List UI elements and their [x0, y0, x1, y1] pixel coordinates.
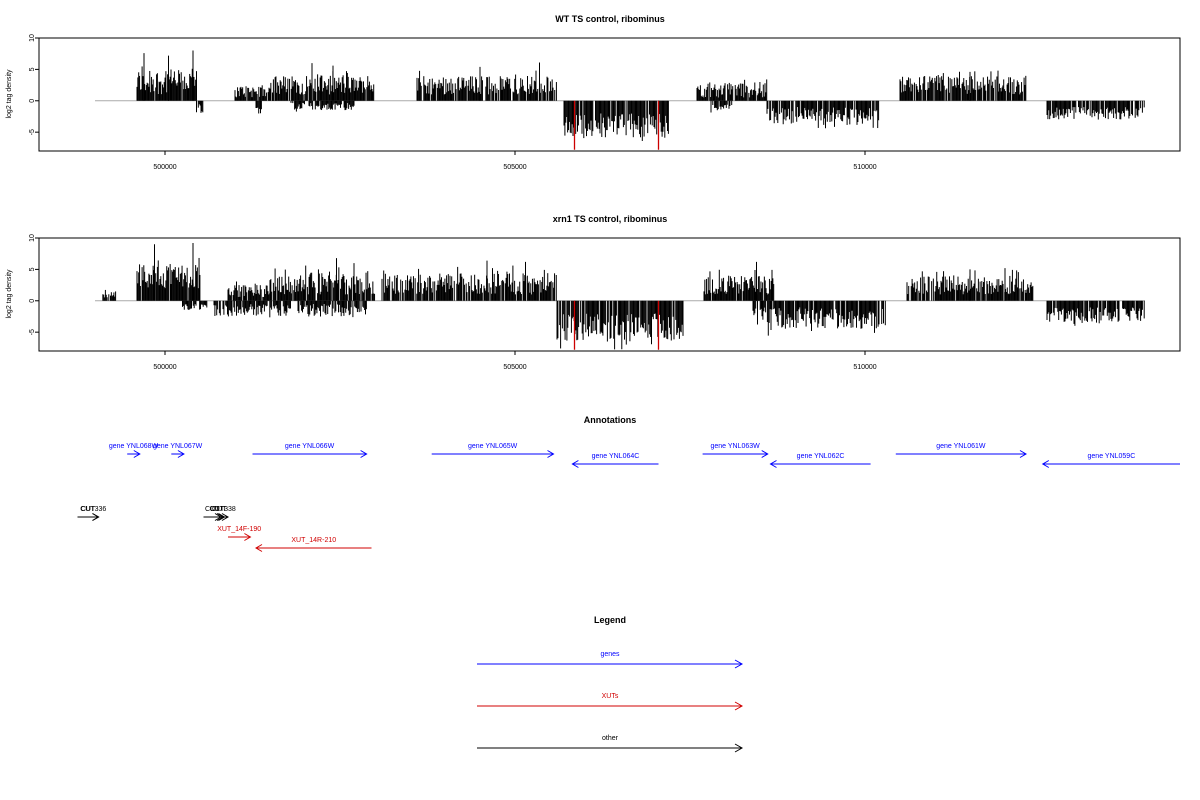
annotation-feature: CUT336	[80, 506, 106, 521]
feature-arrow-head	[177, 450, 185, 458]
coverage-bars-wt	[136, 50, 1145, 150]
annotation-feature: XUT_14R-210	[255, 537, 372, 552]
x-tick-label: 505000	[503, 364, 526, 371]
feature-arrow-head	[761, 450, 769, 458]
annotations-title: Annotations	[584, 415, 637, 425]
feature-arrow-head	[769, 460, 777, 468]
feature-label: XUT_14R-210	[291, 537, 336, 544]
plot-frame-wt	[38, 37, 1181, 152]
x-ticks-xrn1: 500000 505000 510000	[153, 351, 877, 371]
feature-arrow-head	[1041, 460, 1050, 468]
feature-label: CUT338	[210, 506, 236, 513]
coverage-bars-xrn1	[102, 243, 1145, 350]
feature-label: CUT	[81, 506, 96, 513]
annotation-feature: gene YNL061W	[895, 443, 1027, 458]
feature-arrow-head	[360, 450, 368, 458]
feature-arrow-head	[1019, 450, 1027, 458]
y-ticks-wt: -5 0 5 10	[29, 34, 39, 135]
y-tick-label: 0	[29, 299, 36, 303]
feature-arrow-head	[92, 513, 100, 521]
annotation-feature: gene YNL068W	[109, 443, 159, 458]
feature-label: gene YNL061W	[936, 443, 986, 450]
feature-arrow-head	[133, 450, 141, 458]
y-tick-label: 0	[29, 99, 36, 103]
x-tick-label: 510000	[853, 364, 876, 371]
x-tick-label: 505000	[503, 164, 526, 171]
annotation-feature: CUT338	[210, 506, 236, 521]
legend-arrow-head	[734, 743, 744, 753]
feature-label: CUT	[212, 506, 227, 513]
x-ticks-wt: 500000 505000 510000	[153, 151, 877, 171]
x-tick-label: 500000	[153, 164, 176, 171]
feature-label: CUT	[210, 506, 225, 513]
feature-label: gene YNL065W	[468, 443, 518, 450]
feature-label: gene YNL066W	[285, 443, 335, 450]
wt-coverage-panel: WT TS control, ribominus log2 tag densit…	[6, 14, 1181, 171]
legend: Legend genes XUTs other	[477, 615, 744, 753]
legend-label: XUTs	[602, 693, 619, 700]
legend-label: other	[602, 735, 619, 742]
feature-arrow-head	[221, 513, 229, 521]
legend-label: genes	[600, 651, 620, 658]
legend-item: other	[477, 735, 744, 753]
feature-label: XUT_14F-190	[217, 526, 261, 533]
y-tick-label: 5	[29, 267, 36, 271]
feature-label: gene YNL068W	[109, 443, 159, 450]
annotation-feature: gene YNL062C	[769, 453, 871, 468]
annotation-feature: XUT_14F-190	[217, 526, 261, 541]
feature-label: gene YNL067W	[153, 443, 203, 450]
legend-item: genes	[477, 651, 744, 669]
annotation-feature: gene YNL066W	[252, 443, 368, 458]
legend-arrow-head	[734, 659, 744, 669]
y-tick-label: 10	[29, 34, 36, 42]
y-tick-label: 5	[29, 67, 36, 71]
annotation-feature: gene YNL063W	[702, 443, 769, 458]
y-tick-label: 10	[29, 234, 36, 242]
legend-title: Legend	[594, 615, 626, 625]
feature-arrow-head	[571, 460, 579, 468]
feature-arrow-head	[255, 544, 263, 552]
feature-label: CUT	[205, 506, 220, 513]
feature-label: gene YNL064C	[592, 453, 640, 460]
legend-item: XUTs	[477, 693, 744, 711]
y-tick-label: -5	[29, 129, 36, 135]
panel-title-xrn1: xrn1 TS control, ribominus	[553, 214, 668, 224]
annotation-feature: gene YNL059C	[1041, 453, 1180, 468]
legend-arrow-head	[734, 701, 744, 711]
plot-frame-xrn1	[38, 237, 1181, 352]
panel-title-wt: WT TS control, ribominus	[555, 14, 665, 24]
xrn1-coverage-panel: xrn1 TS control, ribominus log2 tag dens…	[6, 214, 1181, 371]
y-axis-label-wt: log2 tag density	[6, 69, 13, 119]
y-ticks-xrn1: -5 0 5 10	[29, 234, 39, 335]
annotation-feature: gene YNL065W	[431, 443, 555, 458]
y-axis-label-xrn1: log2 tag density	[6, 269, 13, 319]
feature-arrow-head	[547, 450, 555, 458]
x-tick-label: 510000	[853, 164, 876, 171]
feature-arrow-head	[244, 533, 252, 541]
annotation-feature: gene YNL067W	[153, 443, 203, 458]
y-tick-label: -5	[29, 329, 36, 335]
feature-label: gene YNL062C	[797, 453, 845, 460]
annotation-feature: gene YNL064C	[571, 453, 659, 468]
feature-label: gene YNL059C	[1088, 453, 1136, 460]
x-tick-label: 500000	[153, 364, 176, 371]
feature-label: CUT336	[80, 506, 106, 513]
legend-items: genes XUTs other	[477, 651, 744, 753]
feature-label: gene YNL063W	[711, 443, 761, 450]
